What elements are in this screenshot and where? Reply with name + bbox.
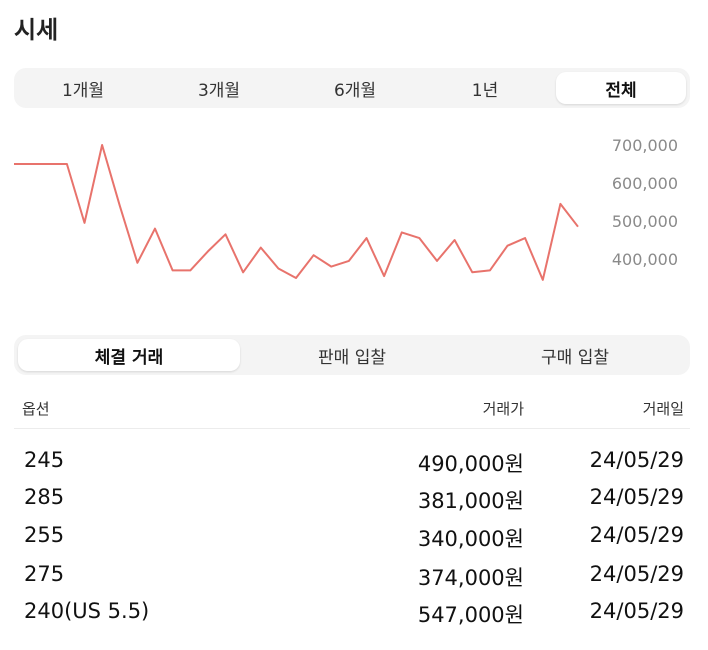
table-row: 255 340,000원 24/05/29 — [14, 523, 690, 553]
tab-all[interactable]: 전체 — [556, 72, 686, 104]
tab-completed-trades[interactable]: 체결 거래 — [18, 339, 240, 371]
row-option: 275 — [24, 562, 65, 586]
tab-1-month[interactable]: 1개월 — [61, 80, 105, 101]
table-row: 245 490,000원 24/05/29 — [14, 448, 690, 478]
row-price: 340,000원 — [417, 527, 524, 551]
tab-buy-bids[interactable]: 구매 입찰 — [541, 347, 609, 368]
row-price: 381,000원 — [417, 489, 524, 513]
table-header: 옵션 거래가 거래일 — [14, 398, 690, 422]
y-tick-label: 400,000 — [612, 250, 678, 269]
row-date: 24/05/29 — [589, 523, 684, 547]
table-row: 240(US 5.5) 547,000원 24/05/29 — [14, 599, 690, 629]
row-price: 547,000원 — [417, 603, 524, 627]
header-divider — [14, 428, 690, 429]
price-series-line — [14, 144, 579, 281]
tab-6-months[interactable]: 6개월 — [333, 80, 377, 101]
table-row: 285 381,000원 24/05/29 — [14, 485, 690, 515]
header-option: 옵션 — [22, 400, 50, 418]
row-option: 245 — [24, 448, 65, 472]
row-date: 24/05/29 — [589, 599, 684, 623]
row-date: 24/05/29 — [589, 448, 684, 472]
period-tab-bar: 1개월 3개월 6개월 1년 전체 — [14, 68, 690, 108]
row-option: 285 — [24, 485, 65, 509]
page-title: 시세 — [14, 16, 59, 44]
row-price: 374,000원 — [417, 566, 524, 590]
row-date: 24/05/29 — [589, 485, 684, 509]
y-tick-label: 600,000 — [612, 174, 678, 193]
tab-3-months[interactable]: 3개월 — [197, 80, 241, 101]
row-option: 255 — [24, 523, 65, 547]
header-price: 거래가 — [482, 400, 524, 418]
tab-sell-bids[interactable]: 판매 입찰 — [318, 347, 386, 368]
trade-tab-bar: 체결 거래 판매 입찰 구매 입찰 — [14, 335, 690, 375]
y-tick-label: 500,000 — [612, 212, 678, 231]
row-option: 240(US 5.5) — [24, 599, 150, 623]
y-tick-label: 700,000 — [612, 136, 678, 155]
price-chart: 700,000 600,000 500,000 400,000 — [14, 136, 678, 281]
row-date: 24/05/29 — [589, 562, 684, 586]
table-row: 275 374,000원 24/05/29 — [14, 562, 690, 592]
header-date: 거래일 — [642, 400, 684, 418]
tab-1-year[interactable]: 1년 — [471, 80, 499, 101]
row-price: 490,000원 — [417, 452, 524, 476]
